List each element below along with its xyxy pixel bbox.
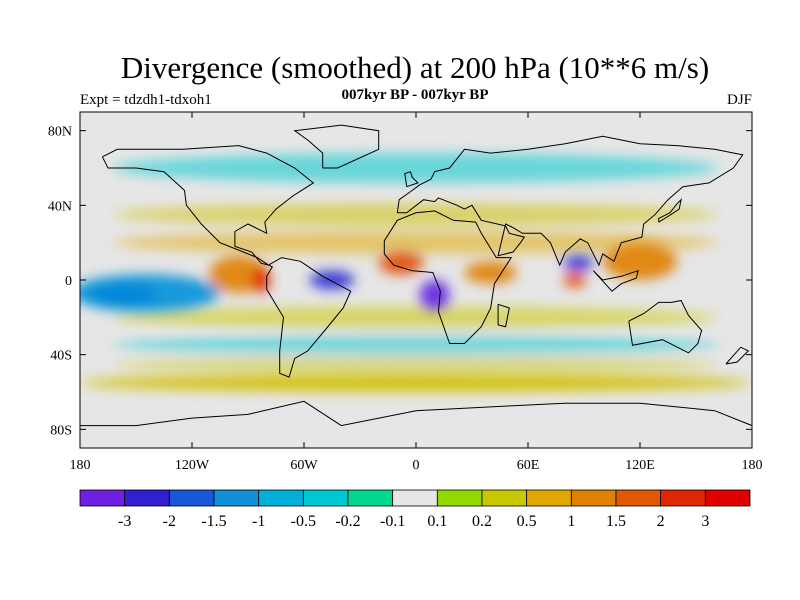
y-tick-label: 0: [65, 274, 72, 289]
colorbar-box: [392, 489, 438, 507]
colorbar-box: [79, 489, 126, 507]
south-america-divergence: [251, 266, 271, 294]
colorbar-label: -2: [163, 513, 176, 530]
colorbar-label: 0.2: [472, 513, 492, 530]
axis-ticks: 180 120W 60W 0 60E 120E 180 80N 40N 0 40S 80S: [48, 112, 763, 473]
bay-of-bengal-convergence: [563, 255, 594, 271]
colorbar-box: [124, 489, 170, 507]
colorbar-box: [168, 489, 215, 507]
colorbar-box: [302, 489, 349, 507]
y-tick-label: 80N: [48, 125, 72, 140]
coastline-10: [497, 303, 510, 328]
subtitle-label: 007kyr BP - 007kyr BP: [341, 87, 489, 103]
colorbar-box: [704, 489, 751, 507]
colorbar-label: -1: [252, 513, 265, 530]
coastline-8: [404, 171, 419, 188]
colorbar-label: 2: [657, 513, 665, 530]
x-tick-label: 120E: [625, 458, 655, 473]
band-4: [113, 336, 719, 355]
colorbar-box: [347, 489, 394, 507]
colorbar-box: [436, 489, 483, 507]
africa-convergence: [419, 280, 450, 310]
indian-ocean-divergence: [464, 261, 517, 284]
x-tick-label: 120W: [175, 458, 210, 473]
band-0: [113, 153, 719, 183]
band-3: [113, 306, 719, 329]
band-1: [113, 203, 719, 226]
coastline-3: [383, 210, 513, 344]
colorbar-label: -3: [118, 513, 131, 530]
coastline-9: [592, 269, 639, 292]
band-5: [113, 356, 719, 372]
y-tick-label: 40N: [48, 199, 72, 214]
x-tick-label: 60W: [290, 458, 318, 473]
colorbar-label: -0.5: [291, 513, 316, 530]
colorbar-box: [526, 489, 572, 507]
colorbar-label: -0.1: [380, 513, 405, 530]
southern-ocean-bands: [80, 373, 752, 392]
colorbar-label: 3: [701, 513, 709, 530]
coastline-6: [293, 124, 380, 169]
coastlines: [80, 124, 752, 427]
colorbar-label: -0.2: [335, 513, 360, 530]
colorbar-box: [213, 489, 260, 507]
colorbar-box: [258, 489, 304, 507]
coastline-7: [658, 198, 682, 223]
x-tick-label: 60E: [517, 458, 540, 473]
experiment-label: Expt = tdzdh1-tdxoh1: [80, 92, 212, 108]
coastline-2: [396, 135, 744, 267]
x-tick-label: 180: [70, 458, 91, 473]
coastline-11: [725, 346, 750, 365]
y-tick-label: 40S: [50, 349, 72, 364]
x-tick-label: 180: [742, 458, 763, 473]
plot-title: Divergence (smoothed) at 200 hPa (10**6 …: [120, 50, 710, 85]
coastline-4: [628, 299, 703, 354]
season-label: DJF: [726, 92, 752, 108]
coastline-0: [101, 145, 315, 266]
amazon-convergence: [309, 270, 355, 290]
colorbar: -3 -2 -1.5 -1 -0.5 -0.2 -0.1 0.1 0.2 0.5 1 1.5 2 3: [79, 489, 751, 530]
maritime-divergence: [563, 272, 586, 288]
x-tick-label: 0: [413, 458, 420, 473]
colorbar-box: [615, 489, 662, 507]
colorbar-label: 0.5: [517, 513, 537, 530]
band-2: [113, 231, 719, 254]
colorbar-box: [481, 489, 528, 507]
tropical-pacific-blue: [80, 274, 220, 312]
colorbar-label: 1: [567, 513, 575, 530]
contour-bands: [113, 153, 719, 372]
west-pacific-divergence: [602, 242, 678, 280]
y-tick-label: 80S: [50, 423, 72, 438]
atlantic-divergence: [378, 252, 424, 275]
colorbar-box: [660, 489, 706, 507]
coastline-5: [80, 400, 752, 427]
colorbar-label: -1.5: [201, 513, 226, 530]
colorbar-label: 0.1: [427, 513, 447, 530]
contour-features: [80, 242, 752, 392]
colorbar-box: [570, 489, 617, 507]
coastline-1: [266, 257, 352, 378]
colorbar-label: 1.5: [606, 513, 626, 530]
